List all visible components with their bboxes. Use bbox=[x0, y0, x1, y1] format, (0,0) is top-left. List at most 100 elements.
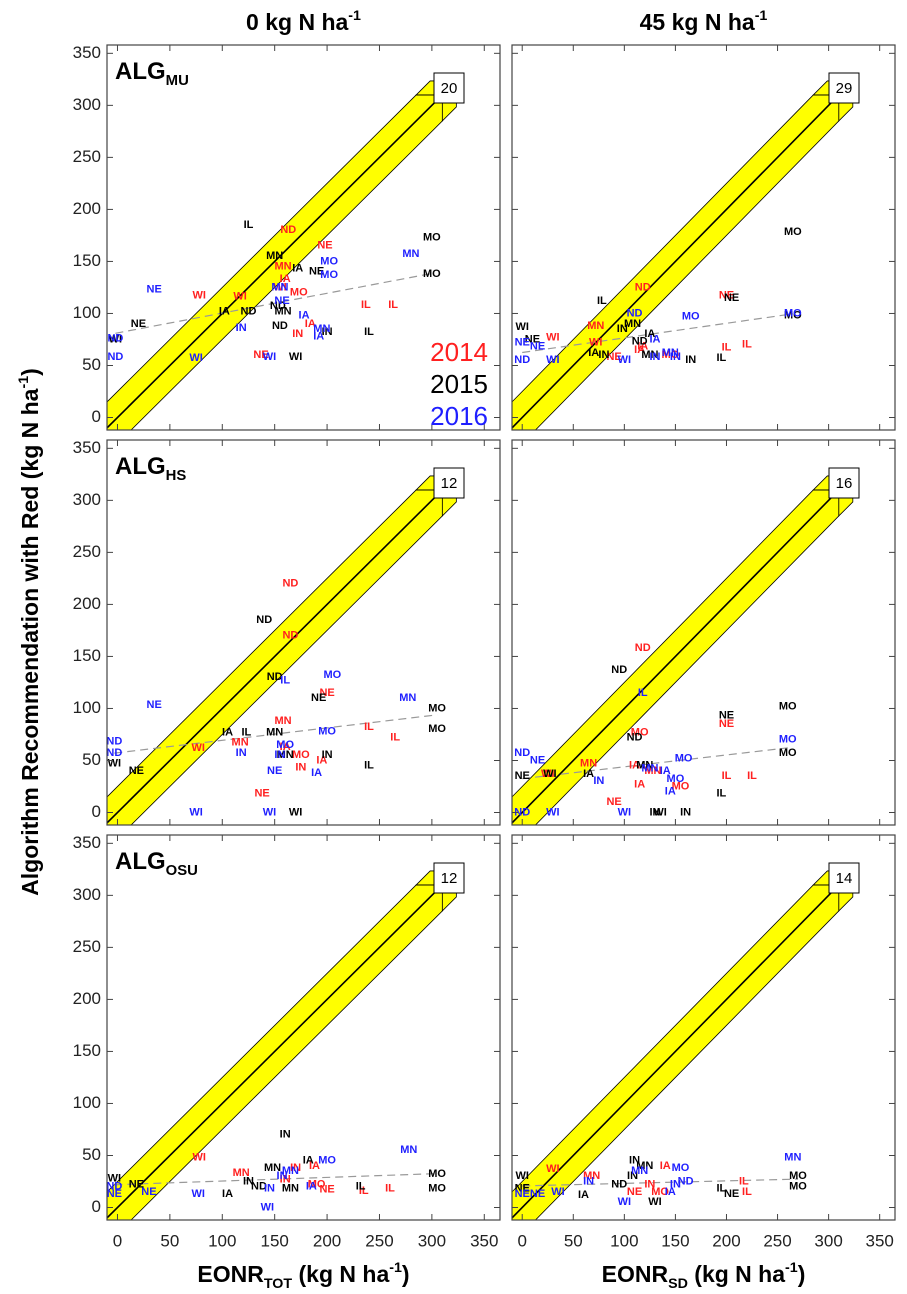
y-tick-label: 150 bbox=[73, 251, 101, 270]
data-point: MO bbox=[318, 1155, 336, 1167]
y-tick-label: 200 bbox=[73, 594, 101, 613]
column-title-part: 0 kg N ha bbox=[246, 9, 348, 35]
data-point: MO bbox=[320, 269, 338, 281]
data-point: NE bbox=[319, 687, 334, 699]
data-point: IL bbox=[364, 721, 374, 733]
y-tick-label: 250 bbox=[73, 542, 101, 561]
x-axis-label-part: -1 bbox=[389, 1260, 402, 1276]
data-point: ND bbox=[106, 736, 122, 748]
data-point: MO bbox=[784, 307, 802, 319]
data-point: IA bbox=[588, 347, 599, 359]
data-point: MO bbox=[423, 268, 441, 280]
one-to-one-line bbox=[107, 884, 443, 1219]
data-point: IA bbox=[313, 330, 324, 342]
x-axis-label-part: -1 bbox=[785, 1260, 798, 1276]
data-point: WI bbox=[273, 281, 286, 293]
data-point: NE bbox=[530, 1188, 545, 1200]
data-point: MN bbox=[264, 1162, 281, 1174]
x-axis-label-part: SD bbox=[668, 1276, 688, 1292]
x-axis-label-part: (kg N ha bbox=[688, 1261, 785, 1287]
data-point: IN bbox=[583, 1175, 594, 1187]
data-point: MN bbox=[282, 1165, 299, 1177]
data-point: ND bbox=[611, 1179, 627, 1191]
data-point: MO bbox=[651, 1186, 669, 1198]
data-point: WI bbox=[515, 321, 528, 333]
data-point: IA bbox=[299, 309, 310, 321]
data-point: MN bbox=[313, 323, 330, 335]
y-tick-label: 150 bbox=[73, 1041, 101, 1060]
y-tick-label: 350 bbox=[73, 438, 101, 457]
data-point: IL bbox=[390, 732, 400, 744]
data-point: ND bbox=[280, 224, 296, 236]
data-point: IL bbox=[722, 770, 732, 782]
x-axis-label-part: (kg N ha bbox=[292, 1261, 389, 1287]
data-point: NE bbox=[530, 341, 545, 353]
data-point: IA bbox=[219, 305, 230, 317]
data-point: MN bbox=[587, 320, 604, 332]
data-point: IN bbox=[629, 1155, 640, 1167]
data-point: MN bbox=[662, 347, 679, 359]
data-point: MN bbox=[580, 758, 597, 770]
column-title: 45 kg N ha-1 bbox=[640, 8, 768, 35]
trend-line bbox=[114, 714, 438, 754]
data-point: IA bbox=[583, 768, 594, 780]
data-point: ND bbox=[267, 671, 283, 683]
data-point: WI bbox=[618, 354, 631, 366]
y-tick-label: 0 bbox=[92, 407, 101, 426]
y-tick-label: 250 bbox=[73, 147, 101, 166]
data-point: NE bbox=[606, 796, 621, 808]
data-point: WI bbox=[191, 1188, 204, 1200]
data-point: MN bbox=[233, 1167, 250, 1179]
data-point: MO bbox=[667, 773, 685, 785]
y-tick-label: 100 bbox=[73, 303, 101, 322]
data-point: IA bbox=[578, 1189, 589, 1201]
data-point: NE bbox=[309, 266, 324, 278]
data-point: IA bbox=[222, 1188, 233, 1200]
data-point: IA bbox=[292, 263, 303, 275]
x-tick-label: 250 bbox=[763, 1231, 791, 1250]
data-point: IN bbox=[670, 1179, 681, 1191]
column-title-part: -1 bbox=[348, 8, 361, 24]
x-axis-label: EONRTOT (kg N ha-1) bbox=[197, 1260, 409, 1292]
data-point: IA bbox=[303, 1155, 314, 1167]
data-point: WI bbox=[189, 806, 202, 818]
y-tick-label: 200 bbox=[73, 989, 101, 1008]
one-to-one-band bbox=[107, 94, 443, 430]
data-point: WI bbox=[233, 291, 246, 303]
legend-entry: 2014 bbox=[430, 337, 488, 367]
data-point: IL bbox=[739, 1175, 749, 1187]
data-point: NE bbox=[606, 351, 621, 363]
data-point: NE bbox=[253, 349, 268, 361]
one-to-one-line bbox=[107, 489, 443, 824]
y-tick-label: 100 bbox=[73, 698, 101, 717]
data-point: MN bbox=[277, 749, 294, 761]
data-point: WI bbox=[189, 352, 202, 364]
count-label: 29 bbox=[836, 80, 853, 97]
data-point: WI bbox=[546, 806, 559, 818]
one-to-one-band bbox=[107, 489, 443, 825]
data-point: IA bbox=[634, 344, 645, 356]
data-point: MN bbox=[266, 726, 283, 738]
count-box bbox=[828, 467, 860, 499]
data-point: WI bbox=[289, 806, 302, 818]
panel-label-part: ALG bbox=[115, 848, 166, 875]
one-to-one-band bbox=[512, 94, 840, 430]
y-tick-label: 50 bbox=[82, 355, 101, 374]
data-point: IN bbox=[680, 806, 691, 818]
data-point: IA bbox=[660, 1160, 671, 1172]
data-point: MN bbox=[271, 281, 288, 293]
panel-frame bbox=[511, 44, 896, 431]
x-tick-label: 200 bbox=[313, 1231, 341, 1250]
data-point: IL bbox=[597, 295, 607, 307]
data-point: IL bbox=[742, 339, 752, 351]
data-point: NE bbox=[147, 283, 162, 295]
legend-entry: 2015 bbox=[430, 369, 488, 399]
data-point: IA bbox=[649, 333, 660, 345]
data-point: WI bbox=[263, 806, 276, 818]
data-point: MN bbox=[641, 349, 658, 361]
data-point: NE bbox=[525, 333, 540, 345]
y-tick-label: 350 bbox=[73, 833, 101, 852]
